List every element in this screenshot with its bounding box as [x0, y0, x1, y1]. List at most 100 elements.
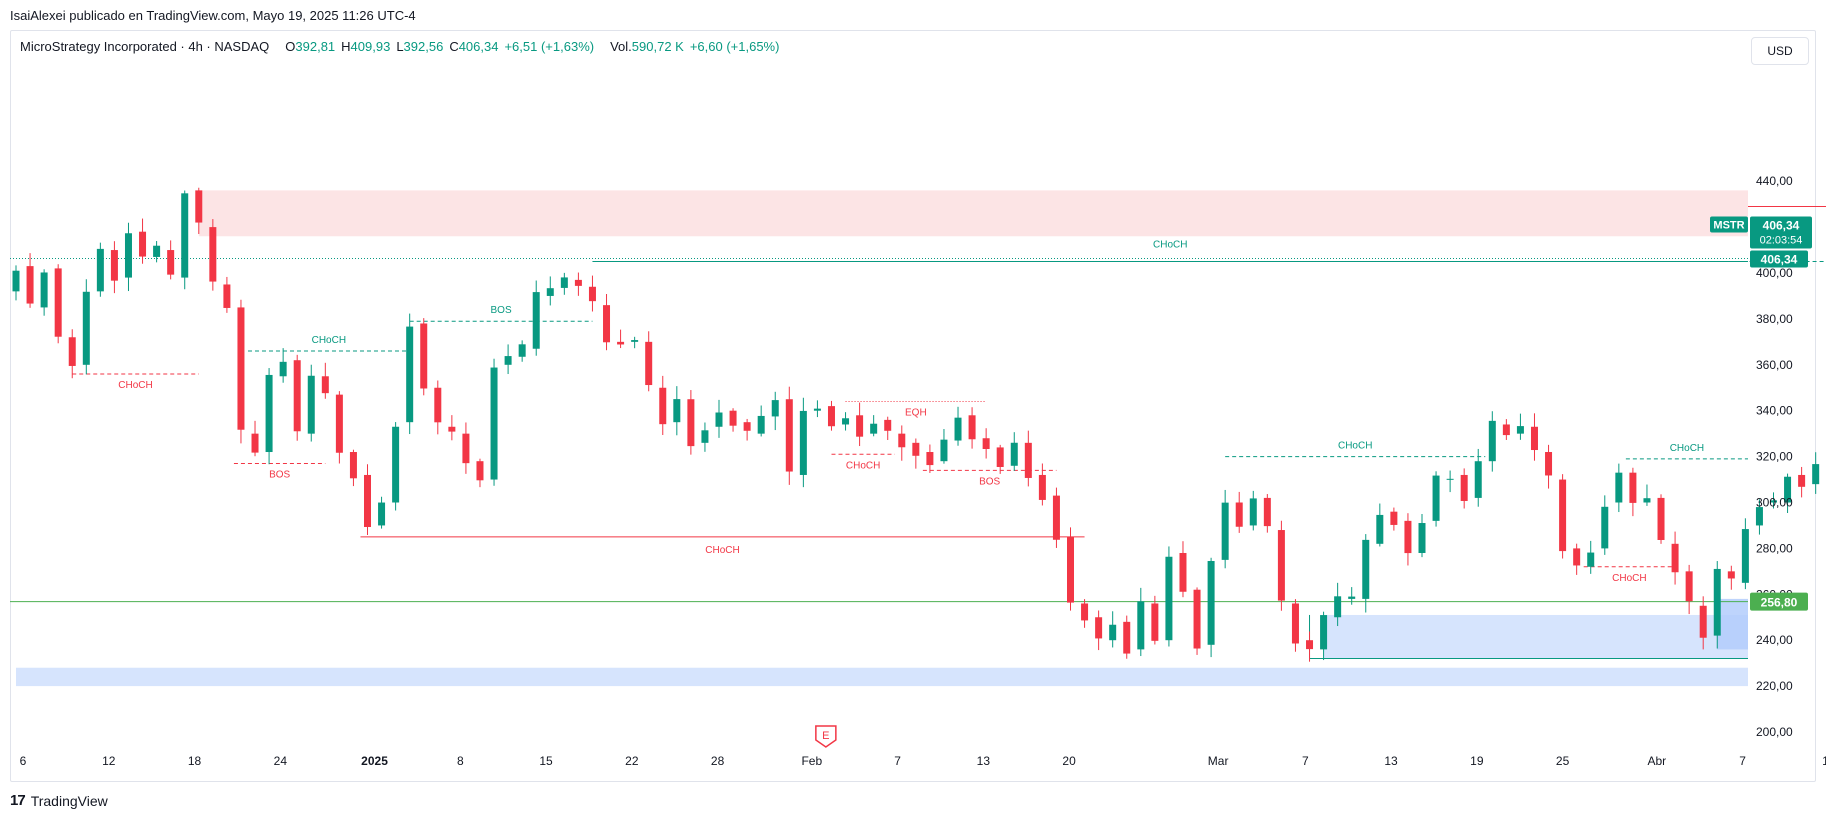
structure-label: BOS — [269, 469, 290, 480]
candle-body — [1488, 420, 1496, 462]
x-tick-label: 15 — [539, 754, 553, 768]
candle — [588, 275, 596, 312]
x-tick-label: 19 — [1470, 754, 1484, 768]
candle-body — [153, 245, 161, 257]
candle-body — [926, 452, 934, 466]
candle — [237, 299, 245, 444]
candle — [673, 386, 681, 436]
candle-body — [1516, 426, 1524, 434]
candle — [1488, 411, 1496, 472]
candle-body — [799, 410, 807, 475]
candle — [1741, 518, 1749, 590]
candle-body — [968, 415, 976, 440]
candle-body — [1277, 530, 1285, 601]
candle-body — [96, 248, 104, 292]
candle-body — [1095, 617, 1103, 639]
candle-body — [1699, 605, 1707, 638]
price-badge-2-bg — [1750, 250, 1808, 268]
x-tick-label: 22 — [625, 754, 639, 768]
candle — [996, 444, 1004, 474]
candle — [223, 276, 231, 313]
symbol-title[interactable]: MicroStrategy Incorporated · 4h · NASDAQ — [20, 39, 270, 54]
candles-layer — [12, 187, 1820, 662]
candle-body — [1418, 523, 1426, 553]
y-tick-label: 280,00 — [1756, 541, 1793, 555]
candle-body — [1685, 571, 1693, 602]
candle — [1685, 564, 1693, 615]
candle — [1291, 599, 1299, 652]
candle — [1235, 491, 1243, 533]
candle-body — [237, 307, 245, 430]
candle — [1165, 546, 1173, 647]
currency-button[interactable]: USD — [1751, 37, 1809, 65]
price-label-2: 406,34 — [1761, 252, 1798, 266]
candle-body — [1193, 589, 1201, 649]
candle — [1193, 587, 1201, 655]
candle — [1151, 595, 1159, 645]
structure-label: BOS — [979, 476, 1000, 487]
candle — [912, 438, 920, 469]
candle — [82, 279, 90, 375]
candle — [631, 336, 639, 349]
candle — [1390, 507, 1398, 531]
candle-body — [223, 284, 231, 308]
candle-body — [940, 439, 948, 462]
candle — [645, 331, 653, 392]
candle-body — [771, 400, 779, 417]
candle-body — [645, 341, 653, 386]
candle — [1038, 463, 1046, 506]
x-tick-label: 28 — [711, 754, 725, 768]
candle — [1643, 484, 1651, 506]
candle-body — [1151, 603, 1159, 641]
x-tick-label: 18 — [188, 754, 202, 768]
candle — [1516, 413, 1524, 440]
y-tick-label: 440,00 — [1756, 174, 1793, 188]
candle-body — [743, 422, 751, 431]
candle-body — [1291, 603, 1299, 644]
demand-zone-apr — [1717, 598, 1748, 650]
y-tick-label: 360,00 — [1756, 358, 1793, 372]
volume-label: Vol. — [610, 39, 632, 54]
candle-body — [588, 286, 596, 302]
candle-body — [1587, 552, 1595, 567]
candle-body — [1052, 495, 1060, 540]
candle-body — [518, 344, 526, 357]
publisher-line: IsaiAlexei publicado en TradingView.com,… — [10, 8, 416, 23]
candle — [349, 449, 357, 487]
candle — [504, 344, 512, 375]
candle — [1348, 587, 1356, 605]
candle-body — [1123, 621, 1131, 654]
candle-body — [1812, 464, 1820, 485]
structure-layer: CHoCH CHoCH CHoCH CHoCH BOS BOS CHoCH BOS EQH CHo… — [10, 205, 1826, 660]
candle — [406, 313, 414, 435]
candle — [518, 340, 526, 362]
candle — [1432, 471, 1440, 527]
structure-label: CHoCH — [1612, 573, 1646, 584]
x-tick-label: 25 — [1556, 754, 1570, 768]
y-tick-label: 400,00 — [1756, 266, 1793, 280]
candle-body — [1432, 475, 1440, 521]
candle — [1587, 540, 1595, 574]
candle — [110, 241, 118, 294]
candle-body — [1348, 596, 1356, 599]
tradingview-brand[interactable]: 17 TradingView — [10, 792, 108, 809]
candle — [701, 422, 709, 452]
candle-body — [1320, 615, 1328, 650]
y-tick-label: 320,00 — [1756, 450, 1793, 464]
candle — [574, 272, 582, 296]
candle — [434, 380, 442, 435]
candle-body — [476, 461, 484, 481]
earnings-icon[interactable]: E — [815, 725, 837, 748]
candle — [1404, 513, 1412, 566]
candle — [1502, 419, 1510, 440]
ticker-badge-bg — [1710, 216, 1748, 233]
candle-body — [1263, 497, 1271, 527]
open-value: 392,81 — [295, 39, 336, 54]
candle-body — [54, 268, 62, 337]
volume-value: 590,72 K — [631, 39, 684, 54]
candle — [1559, 474, 1567, 559]
candle — [181, 190, 189, 290]
x-tick-label: Abr — [1647, 754, 1666, 768]
earnings-label: E — [822, 730, 829, 742]
